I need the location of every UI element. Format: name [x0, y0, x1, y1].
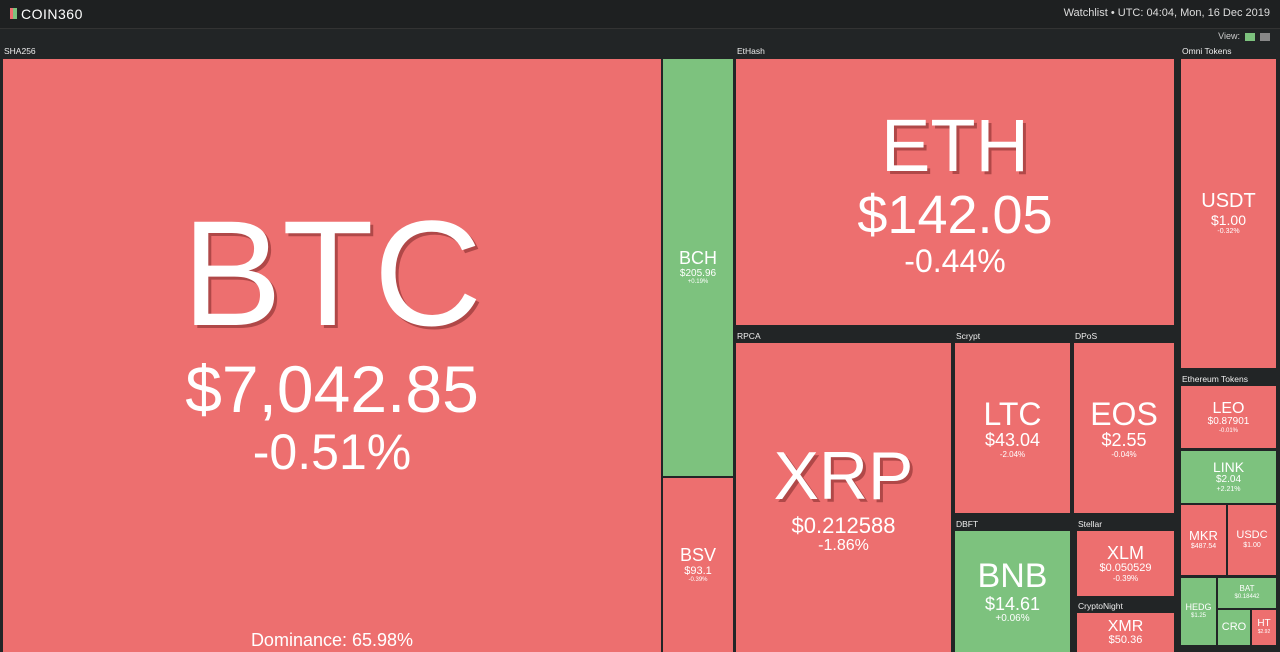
- view-switch: View:: [1218, 31, 1270, 41]
- logo-text[interactable]: COIN360: [21, 6, 83, 22]
- coin-tile[interactable]: ETH $142.05 -0.44%: [736, 59, 1174, 325]
- coin-change: -2.04%: [999, 449, 1026, 459]
- coin-tile[interactable]: LINK $2.04 +2.21%: [1181, 451, 1276, 503]
- group-label: Omni Tokens: [1182, 46, 1232, 56]
- group-label: SHA256: [4, 46, 36, 56]
- coin-tile[interactable]: BAT $0.18442: [1218, 578, 1276, 608]
- coin-symbol: ETH: [881, 103, 1029, 187]
- coin-tile[interactable]: XLM $0.050529 -0.39%: [1077, 531, 1174, 596]
- coin-tile[interactable]: MKR $487.54: [1181, 505, 1226, 575]
- coin-price: $1.00: [1210, 211, 1247, 228]
- coin-symbol: MKR: [1189, 528, 1218, 544]
- coin-tile[interactable]: USDT $1.00 -0.32%: [1181, 59, 1276, 368]
- coin-change: -0.44%: [904, 242, 1006, 279]
- coin-symbol: LEO: [1212, 399, 1245, 417]
- coin-symbol: HT: [1257, 618, 1271, 630]
- coin-price: $50.36: [1108, 634, 1143, 647]
- header-right: Watchlist • UTC: 04:04, Mon, 16 Dec 2019: [1063, 7, 1270, 19]
- coin-change: -0.32%: [1217, 228, 1240, 236]
- group-label: CryptoNight: [1078, 601, 1123, 611]
- group-label: DPoS: [1075, 331, 1098, 341]
- coin-symbol: EOS: [1090, 395, 1158, 432]
- coin-symbol: USDT: [1201, 190, 1256, 213]
- coin-tile[interactable]: BSV $93.1 -0.39%: [663, 478, 733, 652]
- view-treemap[interactable]: [1245, 32, 1255, 41]
- coin-price: $43.04: [984, 430, 1041, 451]
- coin-symbol: XMR: [1107, 617, 1144, 635]
- coin-price: $0.87901: [1207, 416, 1250, 427]
- coin-tile[interactable]: LEO $0.87901 -0.01%: [1181, 386, 1276, 448]
- coin-price: $93.1: [684, 564, 712, 577]
- coin-symbol: XRP: [773, 438, 914, 515]
- group-label: EtHash: [737, 46, 765, 56]
- group-label: Scrypt: [956, 331, 981, 341]
- time: UTC: 04:04, Mon, 16 Dec 2019: [1117, 7, 1270, 19]
- coin-symbol: HEDG: [1185, 602, 1212, 613]
- coin-change: -1.86%: [818, 537, 869, 555]
- coin-price: $0.212588: [791, 512, 896, 538]
- coin-symbol: BSV: [679, 545, 717, 566]
- coin-tile[interactable]: BTC $7,042.85 -0.51% Dominance: 65.98%: [3, 59, 661, 652]
- coin-change: -0.39%: [1112, 573, 1139, 583]
- coin-tile[interactable]: BCH $205.96 +0.19%: [663, 59, 733, 476]
- group-label: DBFT: [956, 519, 979, 529]
- coin-tile[interactable]: USDC $1.00: [1228, 505, 1276, 575]
- coin-symbol: BAT: [1239, 584, 1255, 594]
- coin-symbol: USDC: [1236, 529, 1268, 542]
- group-label: RPCA: [737, 331, 761, 341]
- logo[interactable]: COIN360: [10, 6, 83, 22]
- coin-price: $7,042.85: [185, 351, 479, 426]
- coin-tile[interactable]: HT $2.92: [1252, 610, 1276, 645]
- coin-price: $0.050529: [1099, 561, 1152, 574]
- coin-price: $2.55: [1101, 430, 1147, 451]
- coin-tile[interactable]: HEDG $1.25: [1181, 578, 1216, 645]
- coin-price: $1.25: [1190, 613, 1206, 620]
- coin-tile[interactable]: LTC $43.04 -2.04%: [955, 343, 1070, 513]
- coin-tile[interactable]: CRO: [1218, 610, 1250, 645]
- coin-price: $2.04: [1215, 474, 1242, 486]
- coin-price: $205.96: [679, 267, 717, 279]
- coin-change: -0.51%: [252, 424, 412, 481]
- coin-change: -0.01%: [1218, 427, 1238, 434]
- coin-symbol: LINK: [1212, 459, 1245, 476]
- coin-tile[interactable]: XMR $50.36: [1077, 613, 1174, 652]
- coin-change: -0.04%: [1111, 449, 1137, 459]
- header: COIN360 Watchlist • UTC: 04:04, Mon, 16 …: [0, 0, 1280, 29]
- coin-tile[interactable]: XRP $0.212588 -1.86%: [736, 343, 951, 652]
- dominance: Dominance: 65.98%: [250, 629, 414, 650]
- coin-change: +0.19%: [687, 279, 709, 286]
- coin-symbol: BNB: [977, 557, 1048, 596]
- coin-change: +2.21%: [1216, 486, 1241, 494]
- view-label: View:: [1218, 31, 1240, 41]
- coin-price: $0.18442: [1234, 594, 1260, 601]
- coin-change: +0.06%: [995, 613, 1030, 625]
- group-label: Ethereum Tokens: [1182, 374, 1248, 384]
- coin-price: $142.05: [857, 184, 1053, 245]
- watchlist[interactable]: Watchlist: [1063, 7, 1108, 19]
- coin-tile[interactable]: EOS $2.55 -0.04%: [1074, 343, 1174, 513]
- coin-symbol: BTC: [182, 188, 482, 357]
- coin-price: $14.61: [984, 593, 1041, 614]
- coin-symbol: BCH: [678, 248, 717, 269]
- coin-tile[interactable]: BNB $14.61 +0.06%: [955, 531, 1070, 652]
- view-list[interactable]: [1260, 32, 1270, 41]
- coin-change: -0.39%: [688, 577, 708, 584]
- coin-price: $487.54: [1190, 543, 1217, 551]
- coin-symbol: XLM: [1106, 542, 1144, 563]
- coin-symbol: CRO: [1221, 620, 1247, 633]
- group-label: Stellar: [1078, 519, 1103, 529]
- coin-price: $1.00: [1243, 542, 1261, 550]
- coin-symbol: LTC: [983, 395, 1042, 432]
- coin-price: $2.92: [1257, 629, 1271, 636]
